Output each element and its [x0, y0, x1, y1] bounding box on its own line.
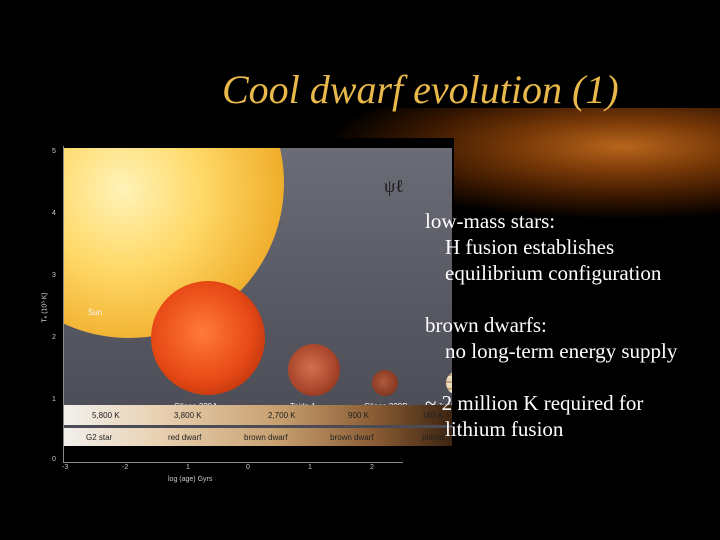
x-tick: -3	[62, 464, 69, 471]
x-tick: 1	[186, 464, 190, 471]
object-name: Sun	[88, 308, 103, 317]
gliese-229a-image	[151, 281, 265, 395]
y-axis	[63, 146, 64, 462]
bullet-line: equilibrium configuration	[445, 261, 662, 285]
x-tick: -2	[122, 464, 129, 471]
x-axis	[63, 462, 403, 463]
y-tick: 2	[52, 334, 56, 341]
y-tick: 0	[52, 456, 56, 463]
dwarf-comparison-figure: 5 4 3 2 1 0 Tₑ (10³ K) ψℓ Sun Gliese 229…	[38, 138, 454, 483]
temp-cell: 3,800 K	[174, 411, 202, 420]
teide-1-image	[288, 344, 340, 396]
bullet-line: no long-term energy supply	[445, 339, 678, 363]
temp-cell: 5,800 K	[92, 411, 120, 420]
x-axis-label: log (age) Gyrs	[168, 476, 213, 483]
bullet-lithium: ~ 2 million K required for lithium fusio…	[425, 390, 677, 442]
bullet-line: lithium fusion	[445, 417, 564, 441]
x-tick: 2	[370, 464, 374, 471]
bullet-line: H fusion establishes	[445, 235, 615, 259]
gliese-229b-image	[372, 370, 398, 396]
class-cell: planet	[422, 433, 444, 442]
jupiter-image	[446, 371, 452, 395]
bullet-brown-dwarfs: brown dwarfs: no long-term energy supply	[425, 312, 677, 364]
bullet-line: ~ 2 million K required for	[425, 391, 644, 415]
class-cell: G2 star	[86, 433, 113, 442]
y-tick: 3	[52, 272, 56, 279]
y-tick: 1	[52, 396, 56, 403]
class-band	[64, 428, 452, 446]
bullet-list: low-mass stars: H fusion establishes equ…	[425, 208, 677, 468]
slide-title: Cool dwarf evolution (1)	[222, 67, 619, 112]
class-cell: red dwarf	[168, 433, 202, 442]
figure-symbol: ψℓ	[384, 176, 404, 196]
temperature-band	[64, 405, 452, 425]
y-tick: 5	[52, 148, 56, 155]
temp-cell: 900 K	[348, 411, 369, 420]
x-tick: 1	[308, 464, 312, 471]
bullet-line: brown dwarfs:	[425, 313, 547, 337]
bullet-low-mass-stars: low-mass stars: H fusion establishes equ…	[425, 208, 677, 286]
y-tick: 4	[52, 210, 56, 217]
x-tick: 0	[246, 464, 250, 471]
bullet-line: low-mass stars:	[425, 209, 556, 233]
class-cell: brown dwarf	[244, 433, 288, 442]
y-axis-label: Tₑ (10³ K)	[41, 292, 49, 323]
class-cell: brown dwarf	[330, 433, 374, 442]
star-plot-area: ψℓ Sun Gliese 229A Teide 1 Gliese 229B J…	[64, 148, 452, 438]
temp-cell: 2,700 K	[268, 411, 296, 420]
temp-cell: 180 K	[422, 411, 443, 420]
